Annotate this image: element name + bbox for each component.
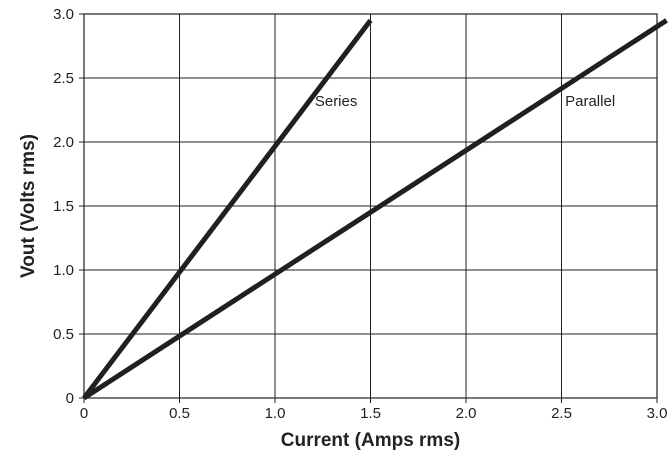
x-axis-ticks: 0 0.5 1.0 1.5 2.0 2.5 3.0 [80,398,668,422]
x-tick-label: 2.0 [456,405,477,422]
y-tick-label: 1.5 [53,198,74,215]
series-line-parallel [82,18,668,401]
y-tick-label: 0.5 [53,326,74,343]
y-tick-label: 2.0 [53,134,74,151]
series-label-parallel: Parallel [565,93,615,110]
x-tick-label: 0.5 [169,405,190,422]
y-tick-label: 2.5 [53,70,74,87]
y-tick-label: 3.0 [53,6,74,23]
series-lines [82,18,668,401]
y-tick-label: 0 [66,390,74,407]
x-tick-label: 0 [80,405,88,422]
series-labels: Series Parallel [315,93,615,110]
y-axis-ticks: 0 0.5 1.0 1.5 2.0 2.5 3.0 [53,6,84,407]
x-tick-label: 2.5 [551,405,572,422]
series-label-series: Series [315,93,358,110]
y-tick-label: 1.0 [53,262,74,279]
x-axis-title: Current (Amps rms) [281,430,460,451]
x-tick-label: 3.0 [647,405,668,422]
x-tick-label: 1.5 [360,405,381,422]
series-line-series [82,18,373,400]
y-axis-title: Vout (Volts rms) [18,134,39,278]
x-tick-label: 1.0 [265,405,286,422]
